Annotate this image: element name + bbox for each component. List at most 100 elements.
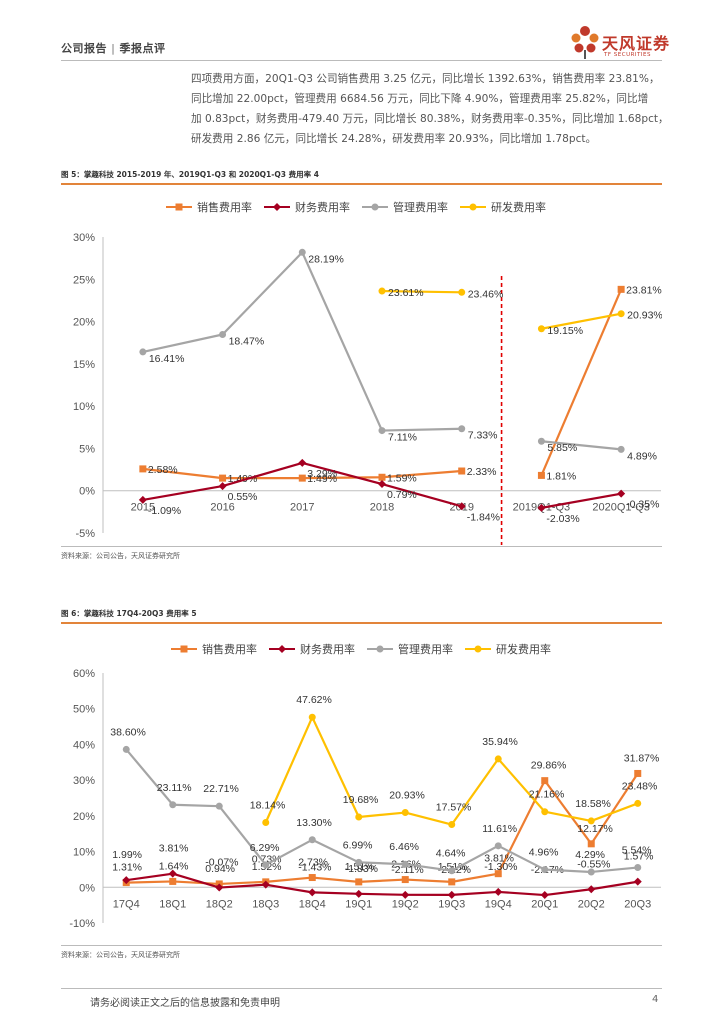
figure6-bottom-rule — [61, 945, 662, 946]
data-point — [458, 288, 466, 296]
data-point — [401, 809, 409, 817]
data-label: 19.15% — [547, 325, 583, 337]
series-line — [126, 772, 639, 886]
data-point — [541, 808, 549, 816]
body-line: 四项费用方面，20Q1-Q3 公司销售费用 3.25 亿元，同比增长 1392.… — [191, 73, 660, 85]
y-tick-label: 60% — [73, 668, 95, 680]
data-point — [308, 874, 316, 882]
data-point — [169, 801, 177, 809]
x-tick-label: 18Q1 — [159, 898, 186, 910]
data-label: 1.49% — [307, 473, 337, 485]
y-tick-label: 10% — [73, 401, 95, 413]
data-label: 11.61% — [482, 823, 517, 835]
legend-label: 研发费用率 — [491, 200, 546, 214]
y-tick-label: 30% — [73, 232, 95, 244]
data-point — [169, 877, 177, 885]
data-point — [401, 860, 409, 868]
figure6-title: 图 6：掌趣科技 17Q4-20Q3 费用率 5 — [61, 609, 197, 618]
legend-label: 研发费用率 — [496, 642, 551, 656]
data-point — [122, 876, 131, 885]
data-label: -1.84% — [467, 511, 500, 523]
data-point — [634, 769, 642, 777]
report-category: 公司报告 | 季报点评 — [61, 40, 166, 56]
figure5-bottom-rule — [61, 546, 662, 547]
data-point — [298, 458, 307, 467]
disclaimer: 请务必阅读正文之后的信息披露和免责申明 — [90, 998, 280, 1009]
data-point — [494, 870, 502, 878]
legend-label: 财务费用率 — [295, 200, 350, 214]
data-point — [587, 885, 596, 894]
y-tick-label: 30% — [73, 775, 95, 787]
data-label: 1.99% — [112, 849, 142, 861]
data-point — [122, 745, 130, 753]
figure6-chart: -10% 0% 10% 20% 30% 40% 50% 60% 17Q4 18Q1 18Q2 18Q3… — [61, 628, 662, 944]
data-label: -1.30% — [484, 861, 517, 873]
x-tick-label: 20Q1 — [531, 898, 558, 910]
data-label: 16.41% — [149, 353, 185, 365]
data-point — [355, 858, 363, 866]
data-point — [448, 821, 456, 829]
data-label: 23.61% — [388, 287, 424, 299]
data-point — [219, 474, 227, 482]
legend-marker — [278, 645, 286, 653]
footer-divider — [61, 988, 662, 989]
legend-marker — [371, 203, 379, 211]
data-label: 7.11% — [388, 432, 417, 444]
data-point — [587, 840, 595, 848]
header-separator: | — [111, 42, 116, 55]
y-tick-label: 40% — [73, 739, 95, 751]
series-line — [541, 492, 622, 509]
x-tick-label: 19Q1 — [345, 898, 372, 910]
logo-text: 天风证券 — [602, 34, 671, 53]
series-line — [125, 748, 638, 874]
legend-marker — [469, 203, 477, 211]
series-line — [540, 288, 623, 476]
data-label: -0.07% — [205, 857, 238, 869]
data-label: -2.03% — [546, 513, 579, 525]
data-point — [355, 813, 363, 821]
data-point — [537, 503, 546, 512]
y-tick-label: 25% — [73, 274, 95, 286]
data-point — [138, 495, 147, 504]
data-point — [587, 868, 595, 876]
y-tick-label: 50% — [73, 704, 95, 716]
report-subtype: 季报点评 — [119, 42, 166, 55]
data-label: 2.58% — [148, 464, 178, 476]
x-tick-label: 19Q2 — [392, 898, 419, 910]
legend-label: 销售费用率 — [202, 642, 257, 656]
legend-marker — [175, 203, 183, 211]
data-point — [541, 866, 549, 874]
data-point — [617, 285, 625, 293]
legend-label: 管理费用率 — [398, 642, 453, 656]
data-point — [308, 713, 316, 721]
data-point — [537, 325, 545, 333]
company-logo: 天风证券 TF SECURITIES — [568, 24, 678, 64]
figure6-source: 资料来源：公司公告，天风证券研究所 — [61, 951, 180, 959]
data-point — [215, 883, 224, 892]
data-point — [634, 864, 642, 871]
figure5-chart: -5% 0% 5% 10% 15% 20% 25% 30% 2015 2016 2017 2018 20… — [61, 188, 662, 545]
y-tick-label: 0% — [79, 486, 95, 498]
data-point — [298, 248, 306, 256]
data-label: 23.11% — [157, 782, 192, 794]
y-tick-label: 20% — [73, 811, 95, 823]
figure6-title-rule — [61, 622, 662, 624]
data-label: 1.81% — [546, 470, 576, 482]
data-label: 7.33% — [468, 430, 498, 442]
legend-label: 财务费用率 — [300, 642, 355, 656]
x-tick-label: 2016 — [210, 502, 234, 514]
data-point — [168, 869, 177, 878]
x-tick-label: 2017 — [290, 502, 314, 514]
data-point — [537, 437, 545, 445]
data-label: 12.17% — [577, 823, 613, 835]
data-point — [215, 802, 223, 810]
body-paragraph: 四项费用方面，20Q1-Q3 公司销售费用 3.25 亿元，同比增长 1392.… — [191, 69, 669, 149]
data-point — [448, 878, 456, 886]
data-point — [219, 331, 227, 339]
figure5-source: 资料来源：公司公告，天风证券研究所 — [61, 552, 180, 560]
x-tick-label: 20Q3 — [624, 898, 651, 910]
data-point — [541, 777, 549, 785]
data-label: 18.14% — [250, 800, 286, 812]
x-tick-label: 2018 — [370, 502, 394, 514]
x-tick-label: 2020Q1-Q3 — [592, 502, 649, 514]
